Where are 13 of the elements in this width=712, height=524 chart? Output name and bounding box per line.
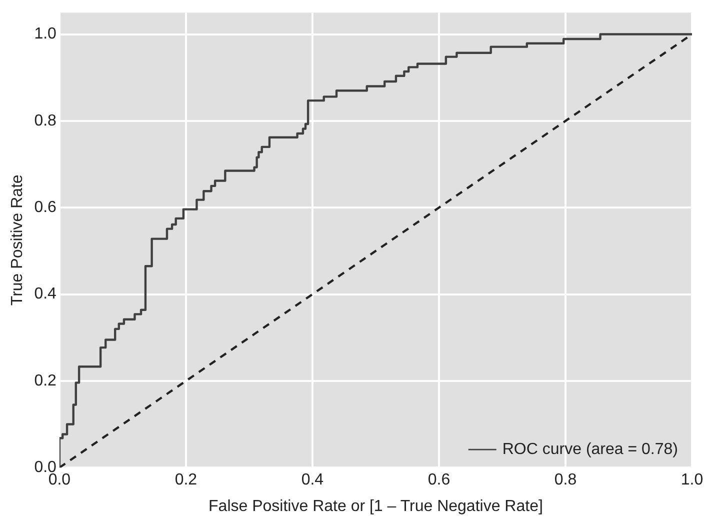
legend-label: ROC curve (area = 0.78) [502,441,678,458]
y-tick-label: 0.2 [34,372,57,390]
y-tick-label: 0.6 [34,199,57,216]
x-tick-label: 0.8 [554,472,577,489]
x-tick-label: 0.6 [428,472,450,489]
x-tick-label: 0.2 [174,472,198,489]
y-axis-title: True Positive Rate [9,174,26,306]
x-axis-title: False Positive Rate or [1 – True Negative Rate] [208,498,543,515]
y-tick-label: 1.0 [34,26,57,43]
y-tick-label: 0.8 [34,112,57,130]
x-tick-label: 0.4 [301,472,324,489]
x-tick-label: 1.0 [680,472,704,489]
y-tick-label: 0.4 [34,286,57,303]
